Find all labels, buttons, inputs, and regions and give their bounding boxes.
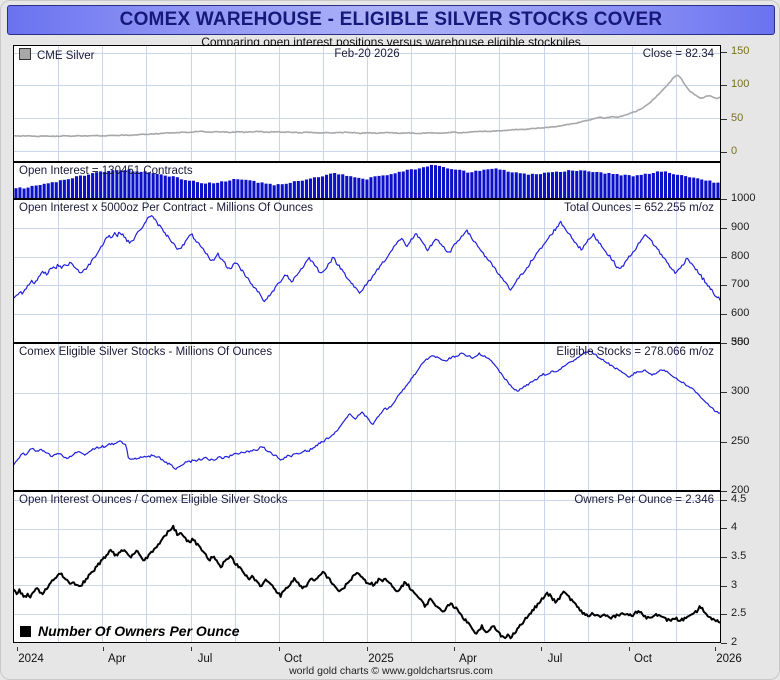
eligible-stocks-line-svg <box>14 344 720 490</box>
axis-tick-mark <box>721 442 727 443</box>
y-axis-tick-label: 1000 <box>731 192 756 204</box>
axis-tick-mark <box>721 257 727 258</box>
axis-tick-mark <box>721 228 727 229</box>
y-axis-tick-label: 200 <box>731 484 750 496</box>
panel-open-interest-bars[interactable]: Open Interest = 130451 Contracts <box>13 162 721 199</box>
bottom-date-axis: 2024 Apr Jul Oct 2025 Apr Jul Oct 2026 <box>13 647 742 667</box>
y-axis-tick-label: 700 <box>731 278 750 290</box>
x-axis-tick-mark <box>103 647 104 651</box>
y-axis-tick-label: 3 <box>731 579 738 591</box>
axis-tick-mark <box>721 52 727 53</box>
price-line-svg <box>14 46 720 161</box>
axis-tick-mark <box>721 586 727 587</box>
axis-tick-mark <box>721 343 727 344</box>
page-title: COMEX WAREHOUSE - ELIGIBLE SILVER STOCKS… <box>119 9 663 30</box>
x-axis-tick-mark <box>454 647 455 651</box>
panel-oi-ounces-canvas <box>14 200 720 342</box>
oi-total-ounces-label: Total Ounces = 652.255 m/oz <box>564 202 714 214</box>
x-axis-tick-label: Apr <box>108 653 126 665</box>
y-axis-tick-label: 0 <box>731 145 738 157</box>
panel-owners-canvas <box>14 492 720 642</box>
axis-tick-mark <box>721 500 727 501</box>
panel-eligible-canvas <box>14 344 720 490</box>
open-interest-bar-svg <box>14 164 720 198</box>
price-date-label: Feb-20 2026 <box>334 48 400 60</box>
x-axis-tick-mark <box>367 647 368 651</box>
x-axis-tick-mark <box>541 647 542 651</box>
axis-tick-mark <box>721 314 727 315</box>
axis-tick-mark <box>721 643 727 644</box>
chart-plot-area: CME Silver Feb-20 2026 Close = 82.34 Ope… <box>13 45 721 648</box>
panel-oi-bars-canvas <box>14 163 720 198</box>
x-axis-tick-label: Oct <box>284 653 302 665</box>
panel-price-canvas <box>14 46 720 161</box>
axis-tick-mark <box>721 199 727 200</box>
owners-legend: Number Of Owners Per Ounce <box>20 623 240 639</box>
x-axis-tick-label: Oct <box>634 653 652 665</box>
x-axis-tick-label: Jul <box>547 653 563 665</box>
y-axis-tick-label: 500 <box>731 336 750 348</box>
panel-owners-per-ounce[interactable]: Open Interest Ounces / Comex Eligible Si… <box>13 491 721 643</box>
oi-ounces-title-label: Open Interest x 5000oz Per Contract - Mi… <box>19 202 314 214</box>
axis-tick-mark <box>721 285 727 286</box>
owners-value-label: Owners Per Ounce = 2.346 <box>574 494 714 506</box>
open-interest-ounces-line-svg <box>14 200 720 342</box>
y-axis-tick-label: 100 <box>731 78 750 90</box>
eligible-title-label: Comex Eligible Silver Stocks - Millions … <box>19 346 273 358</box>
y-axis-tick-label: 3.5 <box>731 550 747 562</box>
gray-square-icon <box>19 48 31 60</box>
y-axis-tick-label: 300 <box>731 385 750 397</box>
x-axis-tick-label: Jul <box>197 653 213 665</box>
x-axis-tick-mark <box>715 647 716 651</box>
x-axis-tick-mark <box>17 647 18 651</box>
x-axis-tick-label: 2025 <box>368 653 394 665</box>
y-axis-tick-label: 150 <box>731 45 750 57</box>
x-axis-tick-label: 2026 <box>716 653 742 665</box>
axis-tick-mark <box>721 152 727 153</box>
black-square-icon <box>20 626 31 637</box>
y-axis-tick-label: 900 <box>731 221 750 233</box>
chart-footer: world gold charts © www.goldchartsrus.co… <box>289 665 493 677</box>
panel-eligible-stocks[interactable]: Comex Eligible Silver Stocks - Millions … <box>13 343 721 491</box>
axis-tick-mark <box>721 119 727 120</box>
y-axis-tick-label: 2 <box>731 636 738 648</box>
axis-tick-mark <box>721 528 727 529</box>
y-axis-tick-label: 600 <box>731 307 750 319</box>
y-axis-tick-label: 50 <box>731 112 744 124</box>
x-axis-tick-mark <box>279 647 280 651</box>
axis-tick-mark <box>721 392 727 393</box>
panel-open-interest-ounces[interactable]: Open Interest x 5000oz Per Contract - Mi… <box>13 199 721 343</box>
y-axis-tick-label: 250 <box>731 435 750 447</box>
x-axis-tick-mark <box>629 647 630 651</box>
axis-tick-mark <box>721 557 727 558</box>
price-legend: CME Silver <box>19 48 95 62</box>
x-axis-tick-label: 2024 <box>18 653 44 665</box>
owners-ratio-line-svg <box>14 492 720 642</box>
y-axis-tick-label: 800 <box>731 250 750 262</box>
panel-cme-silver-price[interactable]: CME Silver Feb-20 2026 Close = 82.34 <box>13 45 721 162</box>
eligible-total-label: Eligible Stocks = 278.066 m/oz <box>556 346 714 358</box>
y-axis-tick-label: 350 <box>731 336 750 348</box>
axis-tick-mark <box>721 85 727 86</box>
x-axis-tick-mark <box>191 647 192 651</box>
owners-title-label: Open Interest Ounces / Comex Eligible Si… <box>19 494 288 506</box>
open-interest-contracts-label: Open Interest = 130451 Contracts <box>19 165 193 177</box>
window-title-bar: COMEX WAREHOUSE - ELIGIBLE SILVER STOCKS… <box>7 5 775 35</box>
price-legend-label: CME Silver <box>37 50 95 62</box>
axis-tick-mark <box>721 491 727 492</box>
axis-tick-mark <box>721 614 727 615</box>
y-axis-tick-label: 2.5 <box>731 607 747 619</box>
x-axis-tick-label: Apr <box>459 653 477 665</box>
price-close-label: Close = 82.34 <box>642 48 714 60</box>
y-axis-tick-label: 4 <box>731 521 738 533</box>
owners-legend-label: Number Of Owners Per Ounce <box>38 623 240 639</box>
y-axis-tick-label: 4.5 <box>731 493 747 505</box>
